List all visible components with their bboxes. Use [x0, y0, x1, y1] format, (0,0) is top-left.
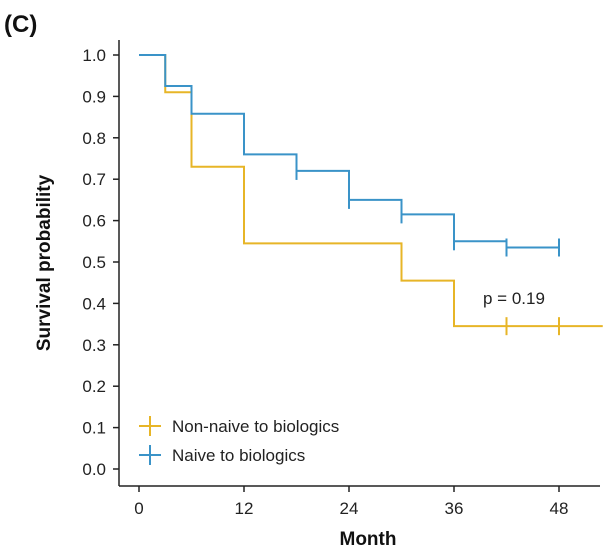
x-tick-label: 36	[445, 499, 464, 518]
y-tick-label: 0.1	[82, 419, 106, 438]
y-tick-label: 1.0	[82, 46, 106, 65]
survival-curve-naive	[139, 54, 559, 249]
plot-area	[139, 54, 603, 336]
y-tick-label: 0.0	[82, 460, 106, 479]
legend-label-naive: Naive to biologics	[172, 446, 305, 465]
y-axis-title: Survival probability	[34, 174, 55, 351]
x-ticks: 0 12 24 36 48	[134, 486, 568, 518]
p-value-annotation: p = 0.19	[483, 289, 545, 308]
x-axis-title: Month	[340, 529, 397, 550]
legend-label-non-naive: Non-naive to biologics	[172, 417, 339, 436]
y-tick-label: 0.7	[82, 170, 106, 189]
y-tick-label: 0.8	[82, 129, 106, 148]
y-tick-label: 0.5	[82, 253, 106, 272]
survival-curve-non-naive	[139, 54, 603, 328]
x-tick-label: 12	[235, 499, 254, 518]
y-tick-label: 0.4	[82, 294, 106, 313]
legend: Non-naive to biologics Naive to biologic…	[139, 416, 339, 465]
y-tick-label: 0.3	[82, 336, 106, 355]
y-tick-label: 0.9	[82, 87, 106, 106]
x-tick-label: 48	[550, 499, 569, 518]
y-ticks: 0.0 0.1 0.2 0.3 0.4 0.5 0.6 0.7 0.8 0.9 1.0	[82, 46, 119, 479]
x-tick-label: 24	[340, 499, 359, 518]
legend-item-naive: Naive to biologics	[139, 445, 305, 465]
y-tick-label: 0.6	[82, 212, 106, 231]
x-tick-label: 0	[134, 499, 143, 518]
y-tick-label: 0.2	[82, 377, 106, 396]
legend-item-non-naive: Non-naive to biologics	[139, 416, 339, 436]
panel-label: (C)	[4, 11, 37, 38]
